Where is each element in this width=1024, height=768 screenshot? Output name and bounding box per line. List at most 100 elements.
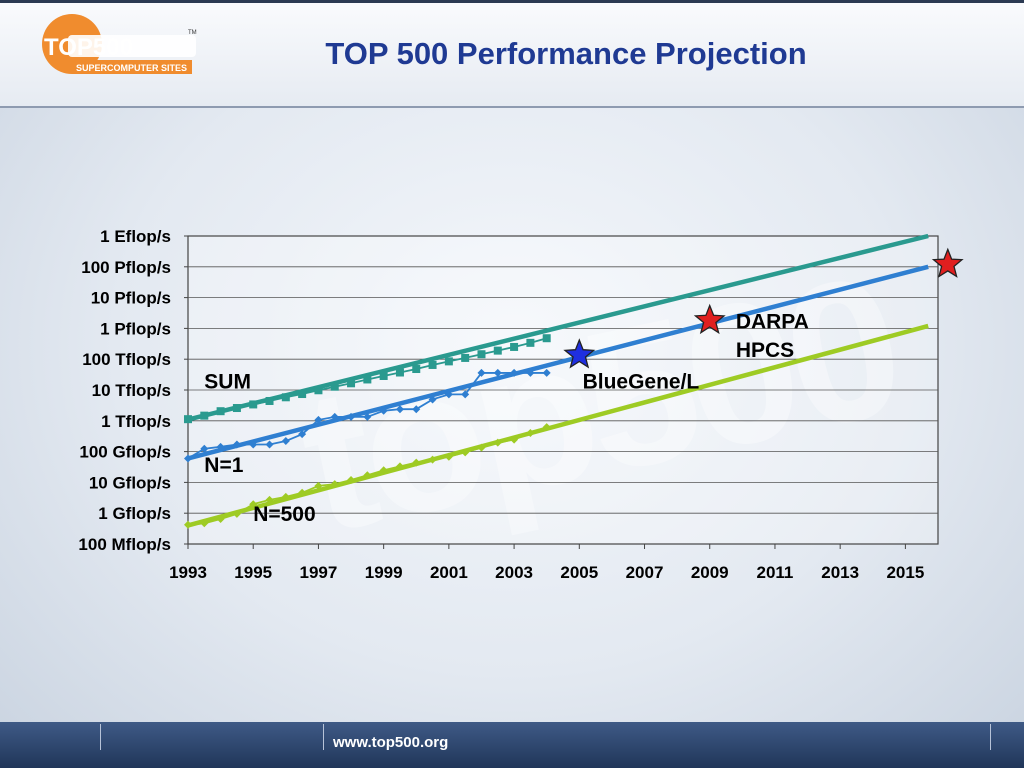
data-point — [281, 437, 290, 446]
x-tick-label: 2007 — [626, 563, 664, 582]
data-point — [493, 368, 502, 377]
data-point — [526, 368, 535, 377]
footer-divider — [323, 724, 324, 750]
data-point — [298, 430, 307, 439]
data-point — [216, 407, 225, 416]
data-point — [281, 393, 290, 402]
data-point — [526, 338, 535, 347]
footer-url[interactable]: www.top500.org — [333, 734, 449, 751]
y-tick-label: 1 Gflop/s — [98, 504, 171, 523]
data-point — [477, 350, 486, 359]
projection-line-sum — [187, 233, 929, 422]
data-point — [249, 400, 258, 409]
data-point — [347, 412, 356, 421]
data-point — [461, 390, 470, 399]
data-point — [298, 488, 307, 497]
x-tick-label: 2001 — [430, 563, 468, 582]
annotation-label: DARPA — [736, 310, 809, 333]
data-point — [444, 357, 453, 366]
data-point — [200, 444, 209, 453]
data-point — [493, 346, 502, 355]
header-top-line — [0, 0, 1024, 3]
data-point — [347, 475, 356, 484]
y-tick-label: 10 Gflop/s — [89, 473, 171, 492]
data-point — [379, 371, 388, 380]
star-marker — [931, 247, 964, 278]
annotation-label: SUM — [204, 371, 251, 394]
data-point — [412, 365, 421, 374]
data-point — [347, 379, 356, 388]
annotation-label: N=1 — [204, 454, 243, 477]
data-point — [216, 442, 225, 451]
data-point — [281, 492, 290, 501]
annotation-label: BlueGene/L — [583, 371, 700, 394]
data-point — [314, 386, 323, 395]
data-point — [314, 481, 323, 490]
logo-subtitle: SUPERCOMPUTER SITES — [76, 63, 187, 73]
y-tick-label: 100 Mflop/s — [78, 535, 171, 554]
data-point — [477, 443, 486, 452]
data-point — [493, 438, 502, 447]
data-point — [510, 435, 519, 444]
data-point — [232, 404, 241, 413]
data-point — [542, 368, 551, 377]
data-point — [461, 353, 470, 362]
x-tick-label: 2013 — [821, 563, 859, 582]
data-point — [200, 411, 209, 420]
data-point — [444, 390, 453, 399]
data-point — [265, 440, 274, 449]
data-point — [395, 368, 404, 377]
data-point — [412, 405, 421, 414]
y-tick-label: 1 Tflop/s — [101, 412, 171, 431]
data-point — [510, 368, 519, 377]
data-point — [249, 440, 258, 449]
x-tick-label: 1999 — [365, 563, 403, 582]
data-point — [363, 375, 372, 384]
data-point — [216, 514, 225, 523]
slide-header: TOP500 TM SUPERCOMPUTER SITES TOP 500 Pe… — [0, 0, 1024, 108]
data-point — [526, 428, 535, 437]
data-point — [200, 519, 209, 528]
y-tick-label: 10 Pflop/s — [91, 289, 171, 308]
data-point — [444, 452, 453, 461]
projection-line-n500 — [187, 323, 929, 528]
y-tick-label: 100 Pflop/s — [81, 258, 171, 277]
logo-tm: TM — [188, 30, 197, 36]
slide-footer: www.top500.org — [0, 722, 1024, 768]
data-point — [395, 405, 404, 414]
data-point — [330, 480, 339, 489]
footer-divider — [100, 724, 101, 750]
x-tick-label: 2003 — [495, 563, 533, 582]
data-point — [184, 415, 192, 424]
top500-logo: TOP500 TM SUPERCOMPUTER SITES — [42, 14, 197, 74]
data-point — [265, 396, 274, 405]
data-point — [428, 395, 437, 404]
data-point — [314, 415, 323, 424]
y-tick-label: 1 Eflop/s — [100, 227, 171, 246]
plot-area: 100 Mflop/s 1 Gflop/s 10 Gflop/s 100 Gflop/… — [78, 227, 964, 582]
data-point — [542, 334, 551, 343]
data-point — [395, 462, 404, 471]
data-point — [249, 500, 258, 509]
data-point — [379, 406, 388, 415]
data-point — [330, 382, 339, 391]
y-tick-label: 10 Tflop/s — [92, 381, 171, 400]
data-point — [510, 342, 519, 351]
data-point — [232, 509, 241, 518]
data-point — [428, 360, 437, 369]
data-point — [461, 448, 470, 457]
data-point — [265, 495, 274, 504]
x-tick-label: 2005 — [560, 563, 598, 582]
data-point — [363, 471, 372, 480]
data-point — [412, 458, 421, 467]
y-tick-label: 100 Tflop/s — [82, 350, 171, 369]
x-tick-label: 2011 — [757, 563, 794, 582]
data-point — [232, 440, 241, 449]
data-point — [184, 454, 192, 463]
annotation-label: HPCS — [736, 339, 794, 362]
footer-divider — [990, 724, 991, 750]
star-marker — [693, 303, 726, 335]
x-tick-label: 1997 — [300, 563, 338, 582]
y-tick-label: 1 Pflop/s — [100, 319, 171, 338]
data-point — [184, 520, 192, 529]
